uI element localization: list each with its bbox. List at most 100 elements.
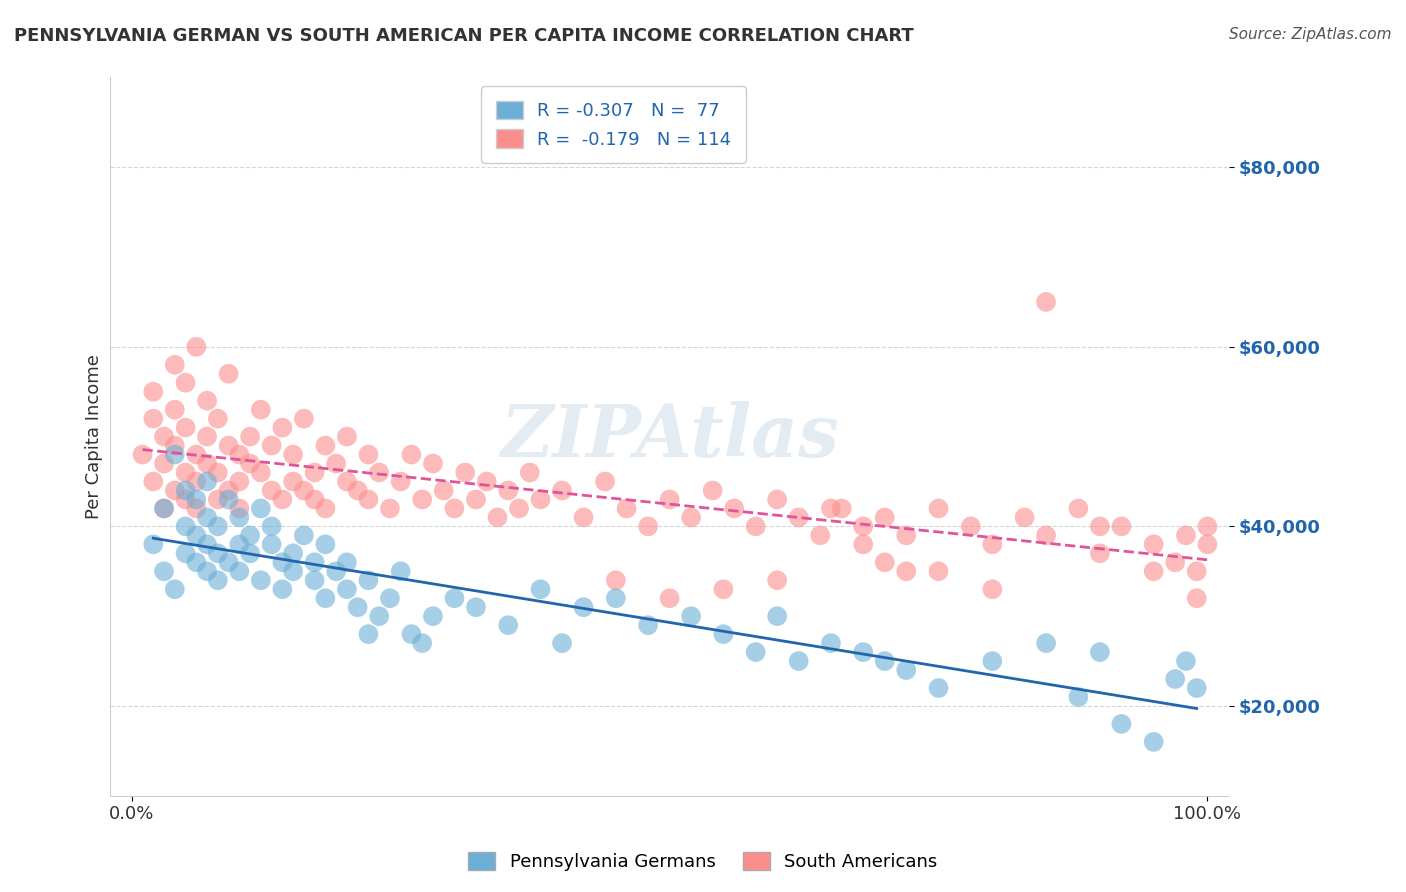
Pennsylvania Germans (820, 636, 842, 650)
South Americans (808, 528, 831, 542)
Pennsylvania Germans (928, 681, 950, 695)
South Americans (142, 475, 165, 489)
South Americans (304, 466, 326, 480)
Pennsylvania Germans (195, 475, 218, 489)
Pennsylvania Germans (1174, 654, 1197, 668)
South Americans (163, 402, 186, 417)
South Americans (1035, 528, 1057, 542)
South Americans (292, 483, 315, 498)
South Americans (378, 501, 401, 516)
South Americans (260, 483, 283, 498)
South Americans (1185, 564, 1208, 578)
Pennsylvania Germans (873, 654, 896, 668)
Legend: R = -0.307   N =  77, R =  -0.179   N = 114: R = -0.307 N = 77, R = -0.179 N = 114 (481, 87, 747, 163)
Pennsylvania Germans (260, 519, 283, 533)
South Americans (616, 501, 638, 516)
South Americans (163, 439, 186, 453)
South Americans (163, 483, 186, 498)
South Americans (637, 519, 659, 533)
South Americans (1111, 519, 1133, 533)
South Americans (304, 492, 326, 507)
South Americans (292, 411, 315, 425)
South Americans (368, 466, 391, 480)
South Americans (250, 402, 273, 417)
Text: Source: ZipAtlas.com: Source: ZipAtlas.com (1229, 27, 1392, 42)
South Americans (346, 483, 368, 498)
Pennsylvania Germans (304, 555, 326, 569)
Pennsylvania Germans (336, 582, 359, 597)
South Americans (831, 501, 853, 516)
Pennsylvania Germans (787, 654, 810, 668)
South Americans (496, 483, 519, 498)
Pennsylvania Germans (228, 537, 250, 551)
South Americans (260, 439, 283, 453)
South Americans (820, 501, 842, 516)
Pennsylvania Germans (496, 618, 519, 632)
South Americans (186, 501, 208, 516)
Pennsylvania Germans (271, 555, 294, 569)
Pennsylvania Germans (389, 564, 412, 578)
South Americans (1014, 510, 1036, 524)
South Americans (281, 475, 304, 489)
Pennsylvania Germans (325, 564, 347, 578)
South Americans (896, 528, 918, 542)
South Americans (896, 564, 918, 578)
Pennsylvania Germans (605, 591, 627, 606)
South Americans (959, 519, 981, 533)
South Americans (1088, 519, 1111, 533)
Pennsylvania Germans (1035, 636, 1057, 650)
Pennsylvania Germans (281, 564, 304, 578)
Pennsylvania Germans (186, 492, 208, 507)
South Americans (174, 492, 197, 507)
South Americans (433, 483, 456, 498)
South Americans (529, 492, 551, 507)
South Americans (218, 367, 240, 381)
South Americans (336, 429, 359, 443)
Pennsylvania Germans (411, 636, 433, 650)
Pennsylvania Germans (218, 492, 240, 507)
South Americans (228, 501, 250, 516)
South Americans (1143, 537, 1166, 551)
Pennsylvania Germans (142, 537, 165, 551)
South Americans (1143, 564, 1166, 578)
South Americans (702, 483, 724, 498)
South Americans (475, 475, 498, 489)
Pennsylvania Germans (314, 591, 336, 606)
Pennsylvania Germans (346, 600, 368, 615)
Pennsylvania Germans (292, 528, 315, 542)
Pennsylvania Germans (218, 555, 240, 569)
Pennsylvania Germans (174, 483, 197, 498)
South Americans (593, 475, 616, 489)
South Americans (174, 376, 197, 390)
Pennsylvania Germans (195, 537, 218, 551)
Pennsylvania Germans (1143, 735, 1166, 749)
South Americans (250, 466, 273, 480)
Pennsylvania Germans (1185, 681, 1208, 695)
Pennsylvania Germans (163, 582, 186, 597)
Pennsylvania Germans (186, 528, 208, 542)
South Americans (551, 483, 574, 498)
South Americans (928, 564, 950, 578)
South Americans (873, 510, 896, 524)
South Americans (195, 429, 218, 443)
South Americans (153, 457, 176, 471)
South Americans (1197, 537, 1219, 551)
South Americans (658, 591, 681, 606)
South Americans (508, 501, 530, 516)
Pennsylvania Germans (1067, 690, 1090, 704)
Pennsylvania Germans (271, 582, 294, 597)
South Americans (605, 574, 627, 588)
Pennsylvania Germans (239, 546, 262, 560)
South Americans (1185, 591, 1208, 606)
Pennsylvania Germans (368, 609, 391, 624)
Pennsylvania Germans (681, 609, 703, 624)
South Americans (1174, 528, 1197, 542)
Pennsylvania Germans (281, 546, 304, 560)
Pennsylvania Germans (314, 537, 336, 551)
South Americans (357, 492, 380, 507)
Pennsylvania Germans (713, 627, 735, 641)
Pennsylvania Germans (304, 574, 326, 588)
South Americans (981, 582, 1004, 597)
South Americans (207, 492, 229, 507)
South Americans (422, 457, 444, 471)
